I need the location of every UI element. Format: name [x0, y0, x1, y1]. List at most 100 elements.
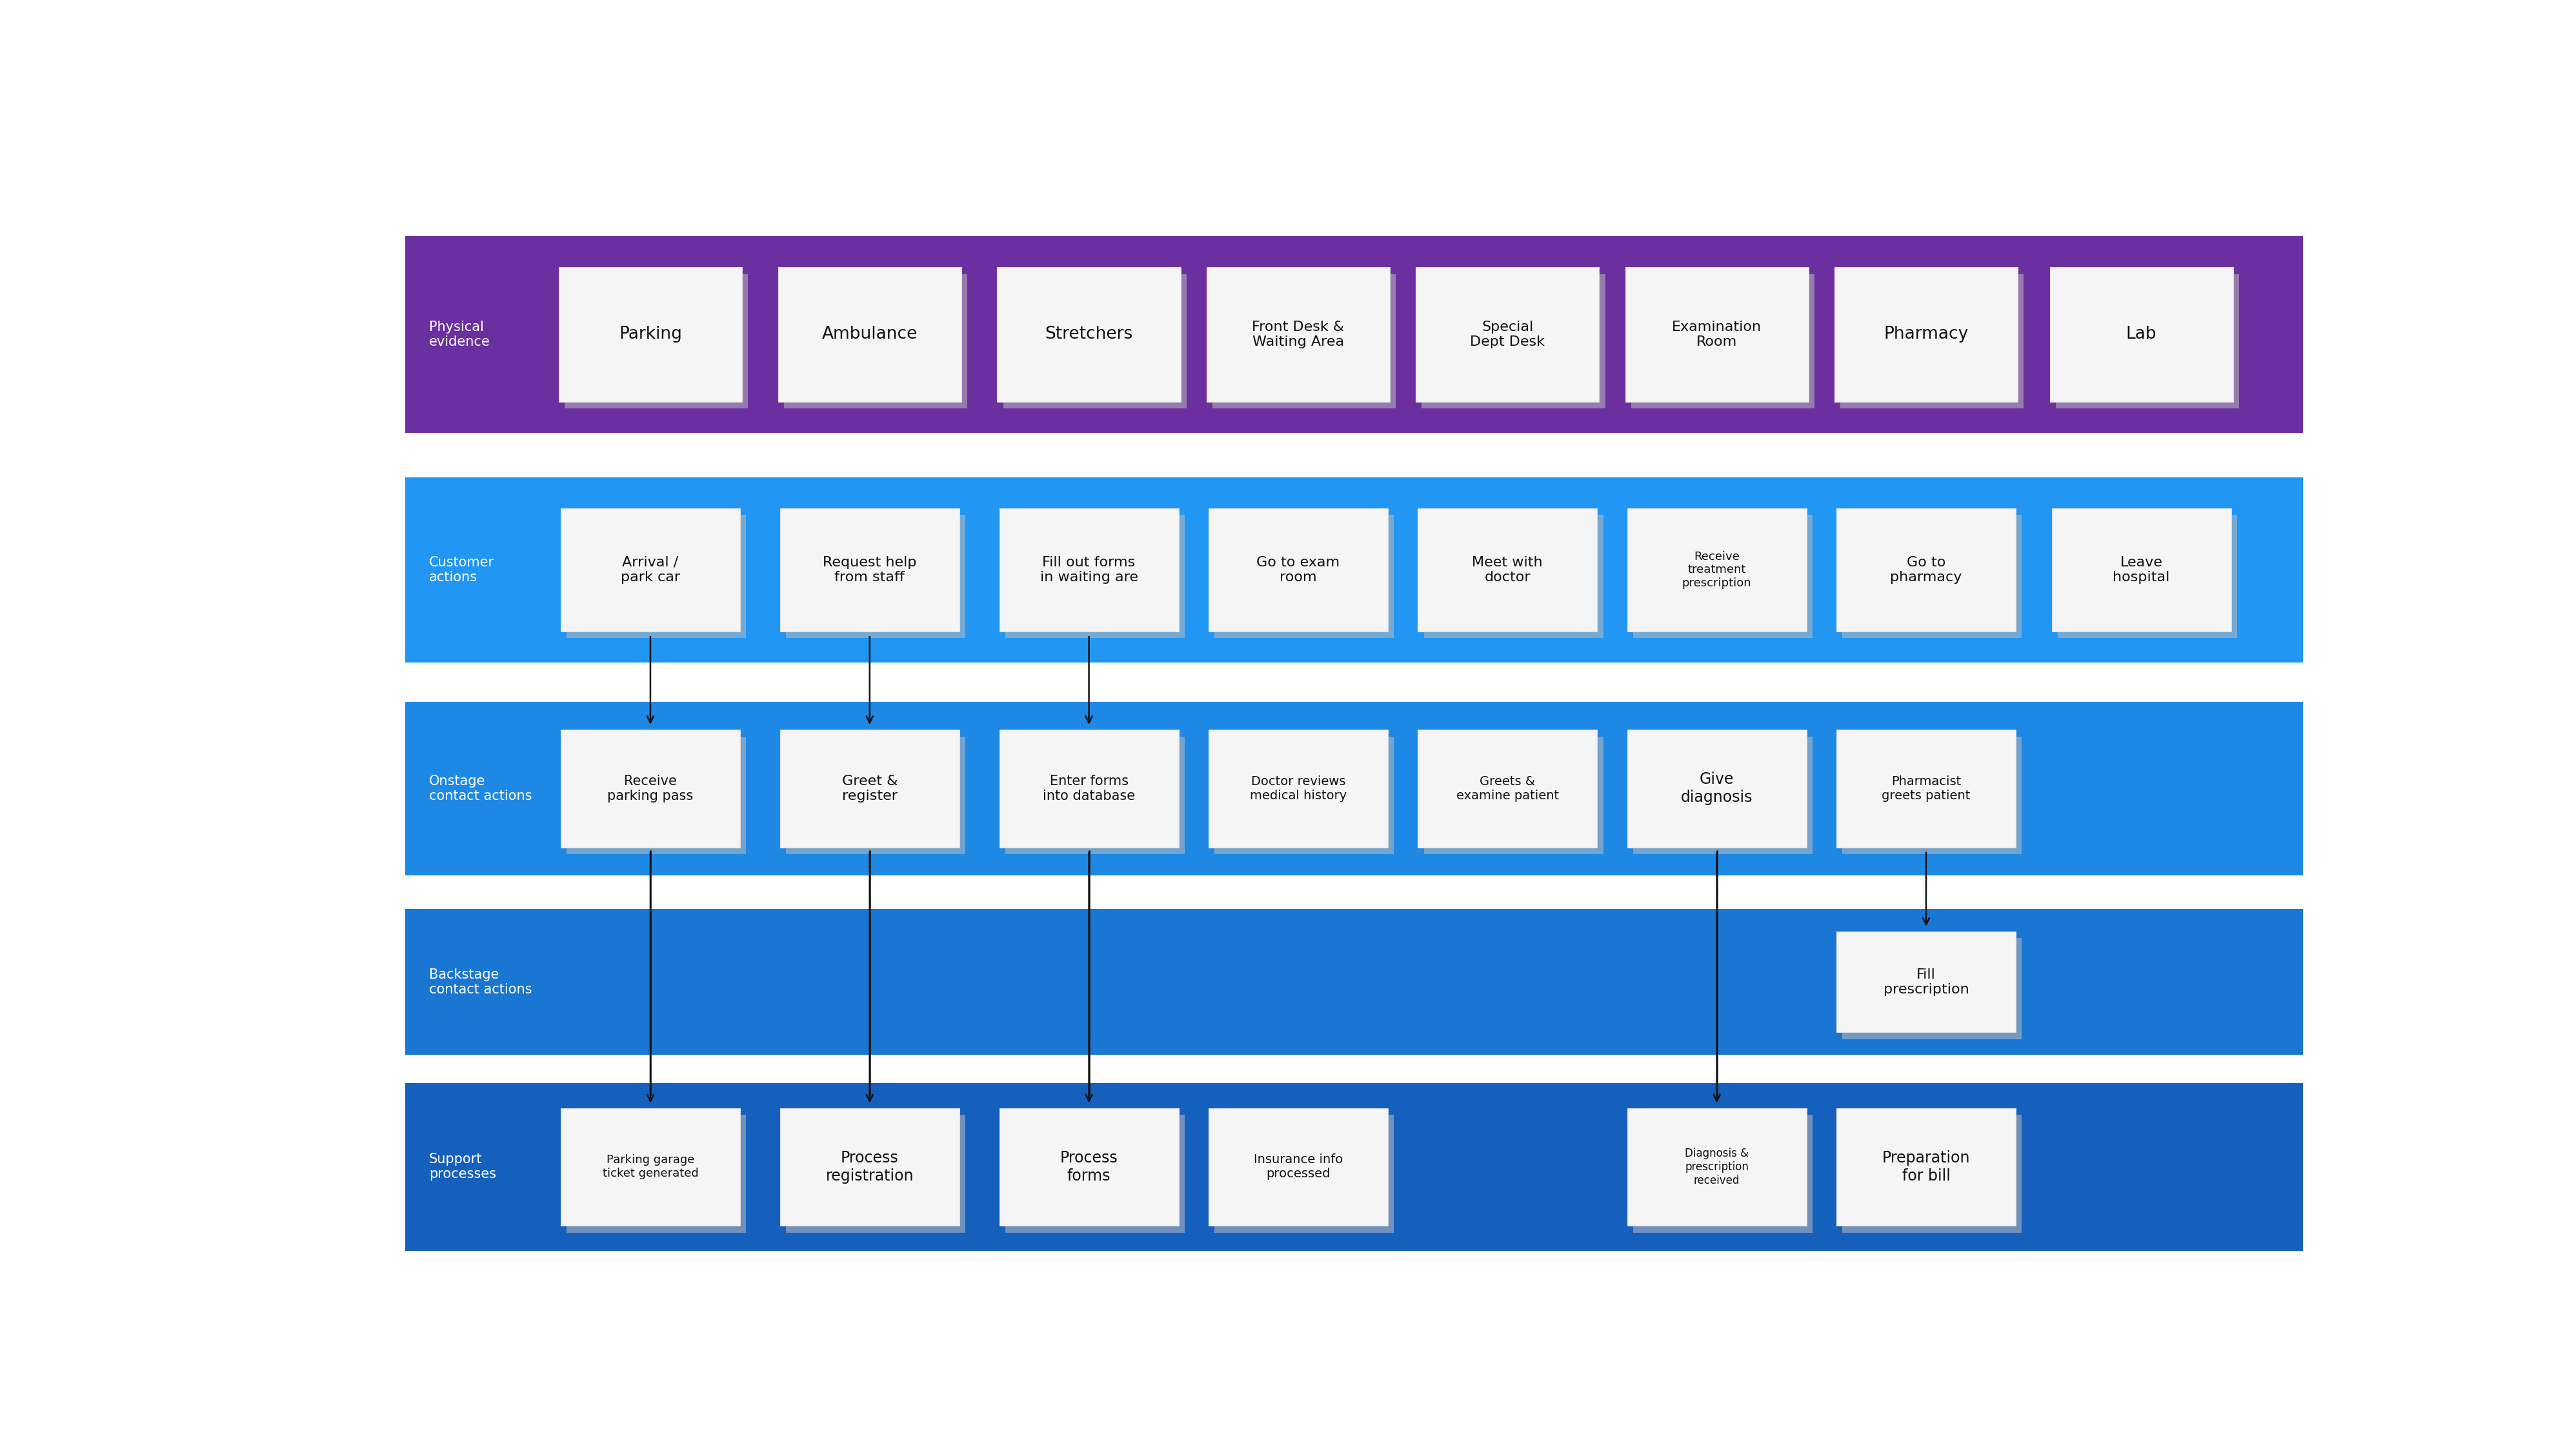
FancyBboxPatch shape [406, 1083, 2302, 1251]
FancyBboxPatch shape [1836, 729, 2016, 847]
FancyBboxPatch shape [1842, 737, 2022, 855]
FancyBboxPatch shape [1211, 274, 1397, 409]
Text: Process
registration: Process registration [826, 1150, 913, 1184]
FancyBboxPatch shape [2052, 508, 2230, 632]
FancyBboxPatch shape [2058, 515, 2238, 638]
FancyBboxPatch shape [1006, 515, 1186, 638]
FancyBboxPatch shape [406, 478, 2302, 662]
FancyBboxPatch shape [1842, 515, 2022, 638]
FancyBboxPatch shape [1214, 1115, 1394, 1232]
Text: Greets &
examine patient: Greets & examine patient [1456, 775, 1559, 802]
Text: Pharmacist
greets patient: Pharmacist greets patient [1883, 775, 1970, 802]
Text: Fill out forms
in waiting are: Fill out forms in waiting are [1039, 556, 1137, 584]
FancyBboxPatch shape [566, 515, 746, 638]
Text: Onstage
contact actions: Onstage contact actions [430, 775, 532, 802]
FancyBboxPatch shape [1633, 737, 1813, 855]
FancyBboxPatch shape [1003, 274, 1186, 409]
FancyBboxPatch shape [1006, 737, 1186, 855]
Text: Parking garage
ticket generated: Parking garage ticket generated [602, 1155, 700, 1179]
FancyBboxPatch shape [1417, 729, 1597, 847]
FancyBboxPatch shape [1842, 1115, 2022, 1232]
FancyBboxPatch shape [1415, 268, 1600, 402]
FancyBboxPatch shape [1209, 508, 1389, 632]
Text: Give
diagnosis: Give diagnosis [1682, 772, 1752, 805]
Text: Front Desk &
Waiting Area: Front Desk & Waiting Area [1253, 320, 1345, 348]
FancyBboxPatch shape [1834, 268, 2019, 402]
Text: Examination
Room: Examination Room [1672, 320, 1762, 348]
FancyBboxPatch shape [787, 515, 964, 638]
FancyBboxPatch shape [998, 729, 1178, 847]
FancyBboxPatch shape [998, 508, 1178, 632]
FancyBboxPatch shape [1214, 515, 1394, 638]
Text: Doctor reviews
medical history: Doctor reviews medical history [1250, 775, 1348, 802]
FancyBboxPatch shape [777, 268, 962, 402]
Text: Fill
prescription: Fill prescription [1883, 968, 1970, 996]
FancyBboxPatch shape [1209, 1108, 1389, 1226]
Text: Meet with
doctor: Meet with doctor [1471, 556, 1543, 584]
Text: Support
processes: Support processes [430, 1153, 496, 1181]
FancyBboxPatch shape [1836, 932, 2016, 1032]
FancyBboxPatch shape [2055, 274, 2240, 409]
Text: Receive
treatment
prescription: Receive treatment prescription [1682, 550, 1752, 590]
Text: Greet &
register: Greet & register [841, 775, 898, 802]
FancyBboxPatch shape [561, 1108, 741, 1226]
FancyBboxPatch shape [779, 1108, 959, 1226]
FancyBboxPatch shape [1842, 274, 2024, 409]
FancyBboxPatch shape [566, 737, 746, 855]
Text: Receive
parking pass: Receive parking pass [607, 775, 694, 802]
Text: Ambulance: Ambulance [823, 326, 918, 342]
FancyBboxPatch shape [787, 737, 964, 855]
Text: Leave
hospital: Leave hospital [2112, 556, 2171, 584]
FancyBboxPatch shape [566, 1115, 746, 1232]
FancyBboxPatch shape [1417, 508, 1597, 632]
FancyBboxPatch shape [1206, 268, 1389, 402]
FancyBboxPatch shape [1631, 274, 1813, 409]
Text: Stretchers: Stretchers [1044, 326, 1132, 342]
FancyBboxPatch shape [1628, 729, 1806, 847]
FancyBboxPatch shape [1422, 274, 1605, 409]
FancyBboxPatch shape [561, 508, 741, 632]
Text: Backstage
contact actions: Backstage contact actions [430, 968, 532, 996]
Text: Insurance info
processed: Insurance info processed [1253, 1153, 1343, 1181]
Text: Pharmacy: Pharmacy [1883, 326, 1968, 342]
FancyBboxPatch shape [998, 268, 1181, 402]
Text: Request help
from staff: Request help from staff [823, 556, 916, 584]
FancyBboxPatch shape [1633, 515, 1813, 638]
FancyBboxPatch shape [1425, 515, 1602, 638]
FancyBboxPatch shape [558, 268, 743, 402]
FancyBboxPatch shape [2050, 268, 2232, 402]
FancyBboxPatch shape [1633, 1115, 1813, 1232]
Text: Enter forms
into database: Enter forms into database [1042, 775, 1134, 802]
FancyBboxPatch shape [998, 1108, 1178, 1226]
FancyBboxPatch shape [1209, 729, 1389, 847]
Text: Diagnosis &
prescription
received: Diagnosis & prescription received [1685, 1147, 1749, 1187]
FancyBboxPatch shape [784, 274, 967, 409]
Text: Parking: Parking [620, 326, 682, 342]
FancyBboxPatch shape [1836, 1108, 2016, 1226]
FancyBboxPatch shape [406, 236, 2302, 432]
FancyBboxPatch shape [1425, 737, 1602, 855]
Text: Go to
pharmacy: Go to pharmacy [1890, 556, 1962, 584]
Text: Physical
evidence: Physical evidence [430, 320, 491, 348]
FancyBboxPatch shape [1842, 938, 2022, 1040]
FancyBboxPatch shape [779, 508, 959, 632]
FancyBboxPatch shape [406, 909, 2302, 1054]
FancyBboxPatch shape [566, 274, 748, 409]
Text: Special
Dept Desk: Special Dept Desk [1471, 320, 1546, 348]
Text: Lab: Lab [2127, 326, 2158, 342]
FancyBboxPatch shape [1836, 508, 2016, 632]
FancyBboxPatch shape [1006, 1115, 1186, 1232]
FancyBboxPatch shape [406, 702, 2302, 875]
FancyBboxPatch shape [561, 729, 741, 847]
FancyBboxPatch shape [779, 729, 959, 847]
FancyBboxPatch shape [1626, 268, 1808, 402]
Text: Go to exam
room: Go to exam room [1258, 556, 1340, 584]
FancyBboxPatch shape [1628, 1108, 1806, 1226]
Text: Arrival /
park car: Arrival / park car [620, 556, 679, 584]
FancyBboxPatch shape [1214, 737, 1394, 855]
Text: Preparation
for bill: Preparation for bill [1883, 1150, 1970, 1184]
Text: Process
forms: Process forms [1060, 1150, 1119, 1184]
FancyBboxPatch shape [787, 1115, 964, 1232]
Text: Customer
actions: Customer actions [430, 556, 494, 584]
FancyBboxPatch shape [1628, 508, 1806, 632]
